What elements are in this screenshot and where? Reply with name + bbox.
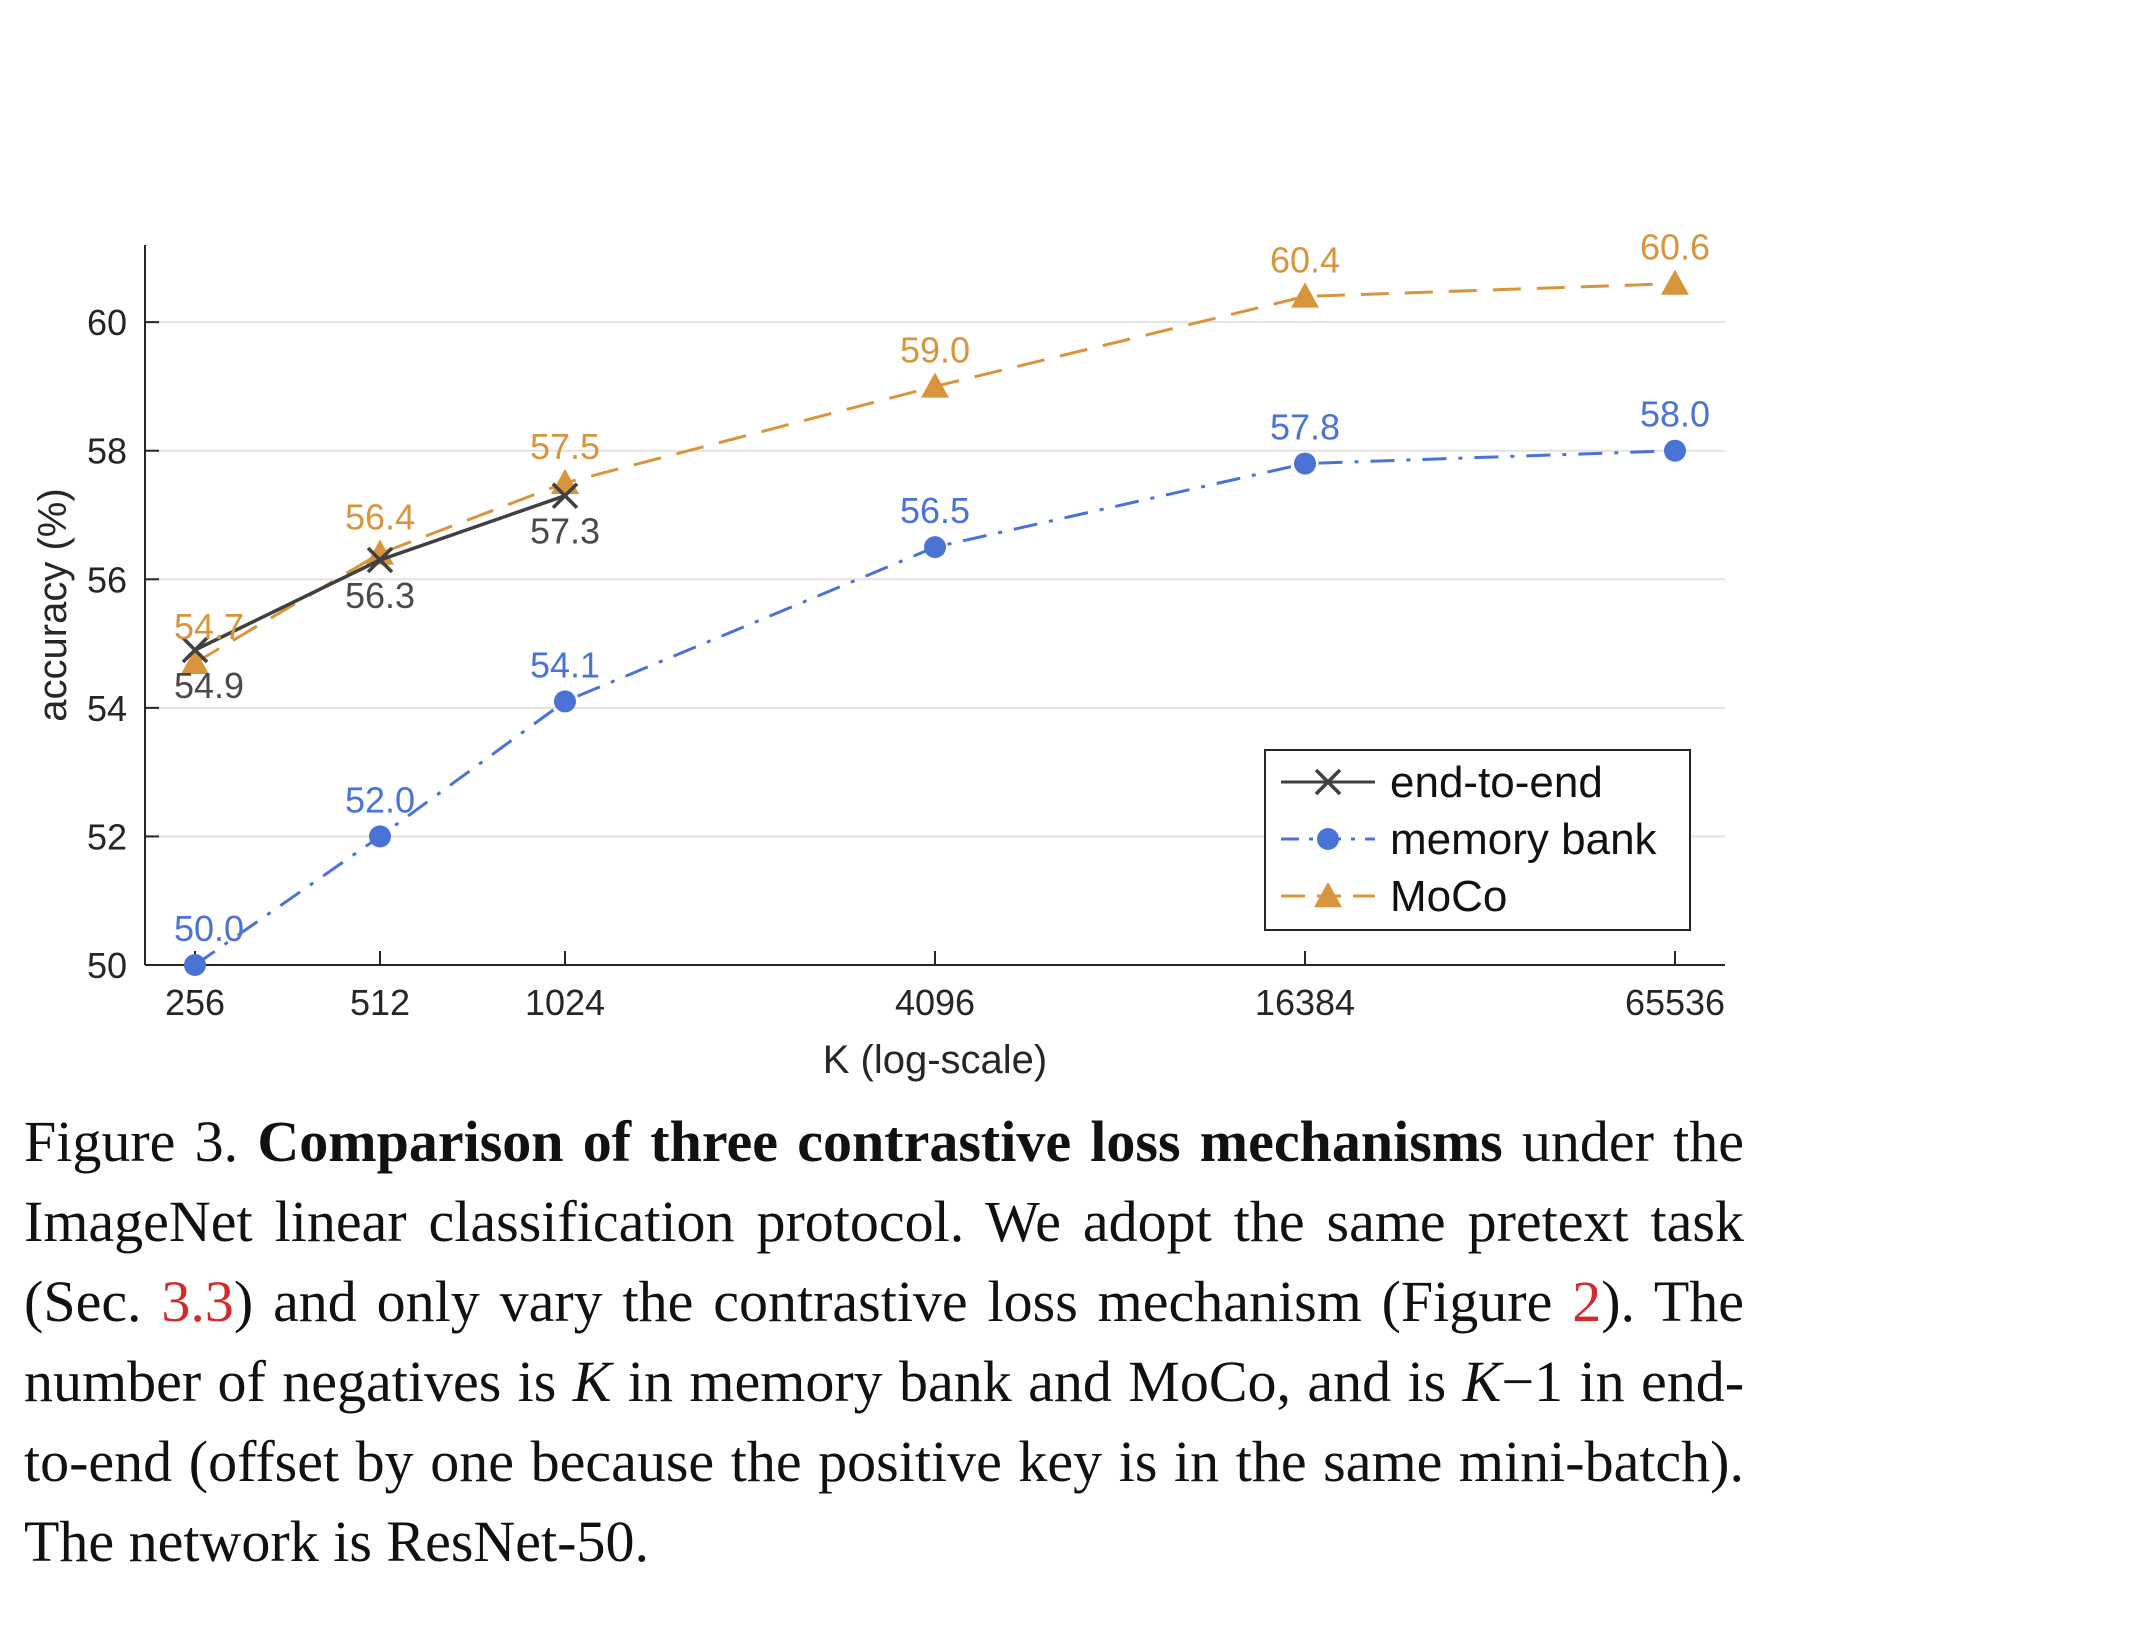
y-tick-label-52: 52 (87, 816, 127, 857)
data-label-memory-bank-1024: 54.1 (530, 644, 600, 685)
x-tick-label-16384: 16384 (1255, 982, 1355, 1023)
data-labels: 54.7 56.4 57.5 59.0 60.4 60.6 50.0 52.0 54.1 56.5… (174, 227, 1710, 949)
data-label-moco-512: 56.4 (345, 497, 415, 538)
series-line-moco (194, 282, 1676, 665)
caption-math-k: K (572, 1349, 612, 1414)
section-reference-link[interactable]: 3.3 (161, 1269, 234, 1334)
legend-label-moco: MoCo (1390, 872, 1507, 921)
data-point-end-to-end-512-stroke-b (366, 546, 394, 574)
legend-label-memory-bank: memory bank (1390, 815, 1658, 864)
data-point-moco-256 (181, 648, 209, 675)
y-tick-label-60: 60 (87, 302, 127, 343)
data-point-memory-bank-65536 (1664, 439, 1686, 462)
caption-math-minus-one: −1 (1501, 1349, 1564, 1414)
data-label-end-to-end-256: 54.9 (174, 665, 244, 706)
data-label-moco-1024: 57.5 (530, 426, 600, 467)
x-axis-title: K (log-scale) (823, 1038, 1048, 1082)
caption-text-1: under the ImageNet linear classification… (24, 1109, 1745, 1334)
caption-math-k-2: K (1462, 1349, 1502, 1414)
data-point-end-to-end-256 (181, 636, 209, 664)
y-tick-label-50: 50 (87, 945, 127, 986)
data-label-end-to-end-1024: 57.3 (530, 511, 600, 552)
caption-text-2: ) and only vary the contrastive loss mec… (233, 1269, 1553, 1334)
data-point-moco-65536 (1661, 269, 1689, 295)
figure-caption: Figure 3. Comparison of three contrastiv… (24, 1102, 1744, 1582)
caption-bold-title: Comparison of three contrastive loss mec… (257, 1109, 1503, 1174)
x-tick-label-65536: 65536 (1625, 982, 1725, 1023)
x-tick-label-256: 256 (165, 982, 225, 1023)
y-tick-label-58: 58 (87, 431, 127, 472)
legend-marker-moco (1314, 882, 1342, 908)
data-label-end-to-end-512: 56.3 (345, 575, 415, 616)
caption-text-5: in end-to-end (offset by one because the… (24, 1349, 1745, 1574)
data-label-moco-4096: 59.0 (900, 329, 970, 370)
x-tick-label-512: 512 (350, 982, 410, 1023)
legend-marker-end-to-end (1314, 768, 1342, 796)
x-tick-label-4096: 4096 (895, 982, 975, 1023)
legend-marker-memory-bank (1317, 828, 1339, 850)
x-tick-label-1024: 1024 (525, 982, 605, 1023)
y-tick-label-56: 56 (87, 559, 127, 600)
data-label-memory-bank-256: 50.0 (174, 908, 244, 949)
data-point-end-to-end-512 (366, 546, 394, 574)
data-point-moco-4096 (921, 372, 949, 398)
caption-prefix: Figure 3. (24, 1109, 239, 1174)
legend: end-to-end memory bank MoCo (1264, 749, 1691, 931)
y-axis-title: accuracy (%) (31, 488, 75, 721)
data-point-memory-bank-1024 (554, 690, 576, 713)
data-label-moco-16384: 60.4 (1270, 239, 1340, 280)
figure-reference-link[interactable]: 2 (1572, 1269, 1602, 1334)
data-label-moco-65536: 60.6 (1640, 227, 1710, 268)
data-label-memory-bank-4096: 56.5 (900, 490, 970, 531)
data-point-end-to-end-1024 (551, 482, 579, 509)
data-label-memory-bank-16384: 57.8 (1270, 407, 1340, 448)
data-label-moco-256: 54.7 (174, 606, 244, 647)
chart: 50 52 54 56 58 60 256 512 1024 4096 16384 65536 54.… (31, 227, 1725, 1082)
caption-text-4: in memory bank and MoCo, and is (627, 1349, 1447, 1414)
data-point-end-to-end-256-stroke-b (181, 636, 209, 664)
data-point-memory-bank-512 (369, 825, 391, 848)
data-point-memory-bank-4096 (924, 536, 946, 559)
data-label-memory-bank-512: 52.0 (345, 779, 415, 820)
legend-marker-end-to-end-stroke-b (1314, 768, 1342, 796)
data-label-memory-bank-65536: 58.0 (1640, 394, 1710, 435)
data-point-memory-bank-16384 (1294, 452, 1316, 475)
legend-label-end-to-end: end-to-end (1390, 758, 1603, 807)
axes: 50 52 54 56 58 60 256 512 1024 4096 16384 65536 (87, 245, 1725, 1023)
data-point-moco-16384 (1291, 282, 1319, 308)
y-tick-label-54: 54 (87, 688, 127, 729)
data-point-end-to-end-1024-stroke-b (551, 482, 579, 509)
caption-text-3: ). The number of negatives is (24, 1269, 1744, 1414)
series-layer (181, 269, 1689, 976)
data-point-memory-bank-256 (184, 954, 206, 976)
